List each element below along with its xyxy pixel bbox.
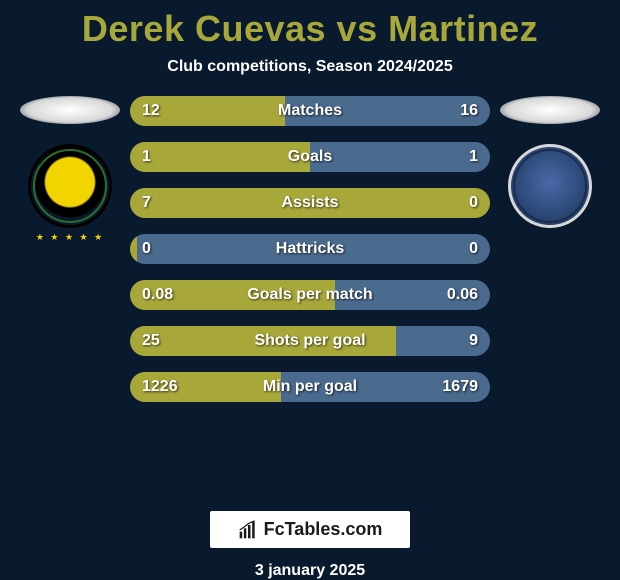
chart-icon (238, 520, 258, 540)
stat-label: Assists (282, 194, 339, 212)
stat-label: Goals per match (247, 286, 372, 304)
page-title: Derek Cuevas vs Martinez (82, 8, 538, 50)
stat-label: Min per goal (263, 378, 357, 396)
stat-value-right: 0 (469, 240, 478, 258)
stat-value-right: 0 (469, 194, 478, 212)
stat-label: Matches (278, 102, 342, 120)
team-crest-left (28, 144, 112, 228)
stat-value-left: 1 (142, 148, 151, 166)
stat-value-right: 16 (460, 102, 478, 120)
stat-bars: 12 Matches 16 1 Goals 1 7 Assists 0 0 Hattricks 0 0.… (130, 96, 490, 402)
stat-row: 25 Shots per goal 9 (130, 326, 490, 356)
generation-date: 3 january 2025 (255, 562, 365, 580)
ellipse-shadow-left (20, 96, 120, 124)
branding-badge: FcTables.com (210, 511, 411, 548)
stat-row: 1 Goals 1 (130, 142, 490, 172)
stat-row: 1226 Min per goal 1679 (130, 372, 490, 402)
page-subtitle: Club competitions, Season 2024/2025 (167, 58, 452, 76)
right-team-side (490, 96, 610, 228)
stat-label: Shots per goal (254, 332, 365, 350)
stat-label: Goals (288, 148, 332, 166)
stat-value-left: 0 (142, 240, 151, 258)
team-stars-left: ★ ★ ★ ★ ★ (36, 232, 104, 243)
stat-value-right: 1 (469, 148, 478, 166)
stat-row: 12 Matches 16 (130, 96, 490, 126)
stat-value-right: 0.06 (447, 286, 478, 304)
stat-value-left: 12 (142, 102, 160, 120)
ellipse-shadow-right (500, 96, 600, 124)
stat-value-left: 25 (142, 332, 160, 350)
stat-row: 0.08 Goals per match 0.06 (130, 280, 490, 310)
comparison-panel: ★ ★ ★ ★ ★ 12 Matches 16 1 Goals 1 7 Assists 0 0 Ha… (0, 96, 620, 493)
stat-value-right: 1679 (442, 378, 478, 396)
stat-label: Hattricks (276, 240, 344, 258)
stat-value-left: 0.08 (142, 286, 173, 304)
stat-bar-left-fill (130, 142, 310, 172)
branding-text: FcTables.com (264, 519, 383, 540)
stat-row: 0 Hattricks 0 (130, 234, 490, 264)
left-team-side: ★ ★ ★ ★ ★ (10, 96, 130, 243)
stat-bar-right-fill (310, 142, 490, 172)
stat-row: 7 Assists 0 (130, 188, 490, 218)
team-crest-right (508, 144, 592, 228)
stat-value-left: 1226 (142, 378, 178, 396)
stat-bar-left-fill (130, 234, 137, 264)
stat-value-right: 9 (469, 332, 478, 350)
stat-value-left: 7 (142, 194, 151, 212)
